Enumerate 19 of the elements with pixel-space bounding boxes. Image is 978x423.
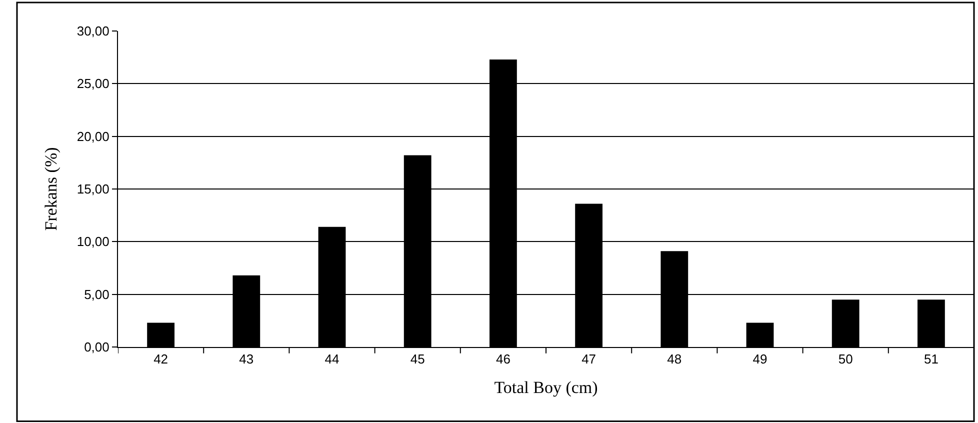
x-tick-label: 51: [924, 352, 938, 367]
y-tick-label: 20,00: [76, 128, 110, 144]
x-tick-label: 46: [496, 352, 510, 367]
x-tick-label: 49: [752, 352, 768, 367]
y-tick-label: 25,00: [76, 76, 110, 92]
y-tick-label: 10,00: [76, 234, 110, 250]
x-tick-label: 47: [582, 352, 596, 367]
y-axis-title: Frekans (%): [41, 147, 60, 231]
y-tick-label: 30,00: [76, 24, 110, 39]
y-tick-label: 0,00: [84, 340, 110, 355]
x-tick-label: 42: [154, 352, 168, 367]
x-axis-title: Total Boy (cm): [494, 378, 598, 397]
x-tick-label: 45: [410, 352, 425, 367]
y-tick-label: 5,00: [84, 286, 110, 302]
x-tick-label: 43: [239, 352, 254, 367]
x-tick-label: 48: [667, 352, 682, 367]
x-tick-label: 44: [324, 352, 340, 367]
y-tick-label: 15,00: [76, 182, 110, 197]
x-tick-label: 50: [838, 352, 853, 367]
